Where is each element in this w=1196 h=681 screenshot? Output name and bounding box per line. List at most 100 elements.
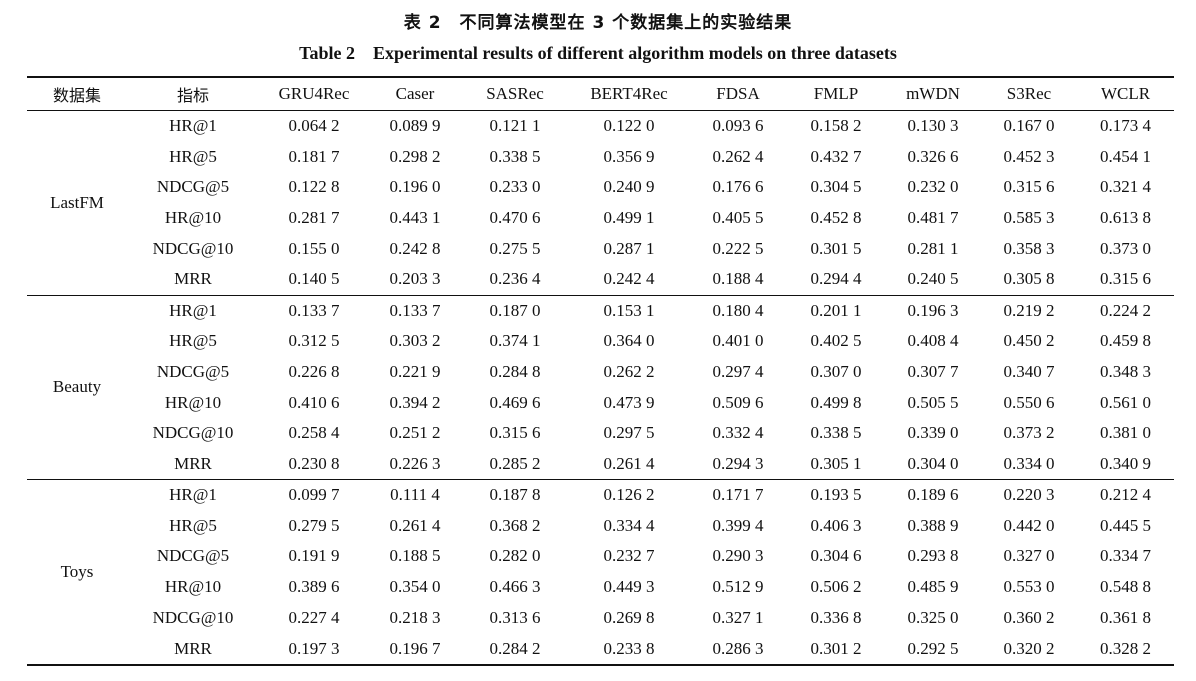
value-cell: 0.315 6	[1100, 269, 1151, 289]
table-body: LastFM HR@1 0.064 2 0.089 9 0.121 1 0.122 0 0.…	[27, 110, 1174, 664]
value-cell: 0.188 5	[389, 546, 441, 566]
value-cell: 0.312 5	[288, 331, 340, 351]
value-cell: 0.133 7	[369, 294, 461, 326]
value-cell: 0.499 8	[810, 392, 862, 412]
value-cell: 0.356 9	[603, 146, 655, 166]
value-cell: 0.454 1	[1100, 146, 1151, 166]
value-cell: 0.201 1	[787, 294, 885, 326]
value-cell: 0.222 5	[712, 238, 764, 258]
value-cell: 0.301 5	[810, 238, 862, 258]
value-cell: 0.197 3	[288, 638, 340, 658]
value-cell: 0.212 4	[1077, 479, 1174, 511]
value-cell: 0.338 5	[810, 423, 862, 443]
value-cell: 0.242 8	[389, 238, 441, 258]
value-cell: 0.196 7	[389, 638, 441, 658]
value-cell: 0.613 8	[1100, 208, 1151, 228]
value-cell: 0.187 8	[461, 479, 569, 511]
value-cell: 0.473 9	[603, 392, 655, 412]
value-cell: 0.193 5	[787, 479, 885, 511]
value-cell: 0.269 8	[603, 607, 655, 627]
table-row: Beauty HR@1 0.133 7 0.133 7 0.187 0 0.153 1 0.…	[27, 294, 1174, 480]
value-cell: 0.505 5	[907, 392, 959, 412]
value-cell: 0.188 4	[712, 269, 764, 289]
value-cell: 0.224 2	[1077, 294, 1174, 326]
value-cell: 0.227 4	[288, 607, 340, 627]
value-cell: 0.561 0	[1100, 392, 1151, 412]
metric-cell: HR@1	[127, 294, 259, 326]
value-cell: 0.399 4	[712, 515, 764, 535]
table-row: LastFM HR@1 0.064 2 0.089 9 0.121 1 0.122 0 0.…	[27, 110, 1174, 295]
value-cell: 0.509 6	[712, 392, 764, 412]
value-cell: 0.220 3	[981, 479, 1077, 511]
value-cell: 0.339 0	[907, 423, 959, 443]
value-cell: 0.261 4	[389, 515, 441, 535]
value-cell: 0.281 1	[907, 238, 959, 258]
value-cell: 0.297 5	[603, 423, 655, 443]
value-cell: 0.284 2	[489, 638, 541, 658]
metric-cell: HR@5	[169, 515, 217, 535]
value-cell: 0.281 7	[288, 208, 340, 228]
value-cell: 0.279 5	[288, 515, 340, 535]
value-cell: 0.233 8	[603, 638, 655, 658]
value-cell: 0.099 7	[259, 479, 369, 511]
value-cell: 0.240 5	[907, 269, 959, 289]
value-cell: 0.153 1	[569, 294, 689, 326]
value-cell: 0.389 6	[288, 577, 340, 597]
value-cell: 0.452 3	[1003, 146, 1055, 166]
value-cell: 0.548 8	[1100, 577, 1151, 597]
metric-cell: NDCG@10	[152, 238, 234, 258]
value-cell: 0.286 3	[712, 638, 764, 658]
metric-cell: NDCG@10	[152, 423, 234, 443]
value-cell: 0.171 7	[689, 479, 787, 511]
value-cell: 0.307 0	[810, 361, 862, 381]
value-cell: 0.585 3	[1003, 208, 1055, 228]
value-cell: 0.294 4	[810, 269, 862, 289]
value-cell: 0.258 4	[288, 423, 340, 443]
value-cell: 0.287 1	[603, 238, 655, 258]
value-cell: 0.305 1	[810, 453, 862, 473]
metric-cell: HR@10	[164, 208, 222, 228]
value-cell: 0.294 3	[712, 453, 764, 473]
value-cell: 0.133 7	[259, 294, 369, 326]
header-bert4rec: BERT4Rec	[590, 84, 668, 103]
metric-cell: HR@5	[169, 331, 217, 351]
value-cell: 0.485 9	[907, 577, 959, 597]
table-row: MRR 0.230 8 0.226 3 0.285 2 0.261 4 0.294 3 0.…	[27, 449, 1174, 480]
value-cell: 0.361 8	[1100, 607, 1151, 627]
metric-cell: HR@5	[169, 146, 217, 166]
value-cell: 0.122 0	[569, 110, 689, 142]
value-cell: 0.388 9	[907, 515, 959, 535]
value-cell: 0.140 5	[288, 269, 340, 289]
value-cell: 0.332 4	[712, 423, 764, 443]
dataset-cell: Toys	[27, 479, 127, 664]
value-cell: 0.180 4	[689, 294, 787, 326]
metric-cell: HR@10	[164, 392, 222, 412]
value-cell: 0.364 0	[603, 331, 655, 351]
value-cell: 0.305 8	[1003, 269, 1055, 289]
metric-cell: MRR	[174, 269, 212, 289]
value-cell: 0.340 9	[1100, 453, 1151, 473]
value-cell: 0.196 0	[389, 177, 441, 197]
value-cell: 0.203 3	[389, 269, 441, 289]
table-row: NDCG@10 0.227 4 0.218 3 0.313 6 0.269 8 0.327…	[27, 603, 1174, 634]
value-cell: 0.315 6	[489, 423, 541, 443]
metric-cell: NDCG@5	[156, 546, 230, 566]
table-row: HR@10 0.281 7 0.443 1 0.470 6 0.499 1 0.405 5…	[27, 203, 1174, 234]
value-cell: 0.452 8	[810, 208, 862, 228]
header-sasrec: SASRec	[486, 84, 544, 103]
header-fdsa: FDSA	[716, 84, 760, 103]
value-cell: 0.402 5	[810, 331, 862, 351]
value-cell: 0.481 7	[907, 208, 959, 228]
value-cell: 0.298 2	[389, 146, 441, 166]
value-cell: 0.327 1	[712, 607, 764, 627]
header-metric: 指标	[176, 86, 209, 105]
value-cell: 0.443 1	[389, 208, 441, 228]
value-cell: 0.275 5	[489, 238, 541, 258]
value-cell: 0.282 0	[489, 546, 541, 566]
value-cell: 0.410 6	[288, 392, 340, 412]
value-cell: 0.325 0	[907, 607, 959, 627]
value-cell: 0.373 2	[1003, 423, 1055, 443]
table-caption-chinese: 表 2 不同算法模型在 3 个数据集上的实验结果	[403, 13, 793, 33]
value-cell: 0.242 4	[603, 269, 655, 289]
table-row: MRR 0.197 3 0.196 7 0.284 2 0.233 8 0.286 3 0.…	[27, 633, 1174, 664]
